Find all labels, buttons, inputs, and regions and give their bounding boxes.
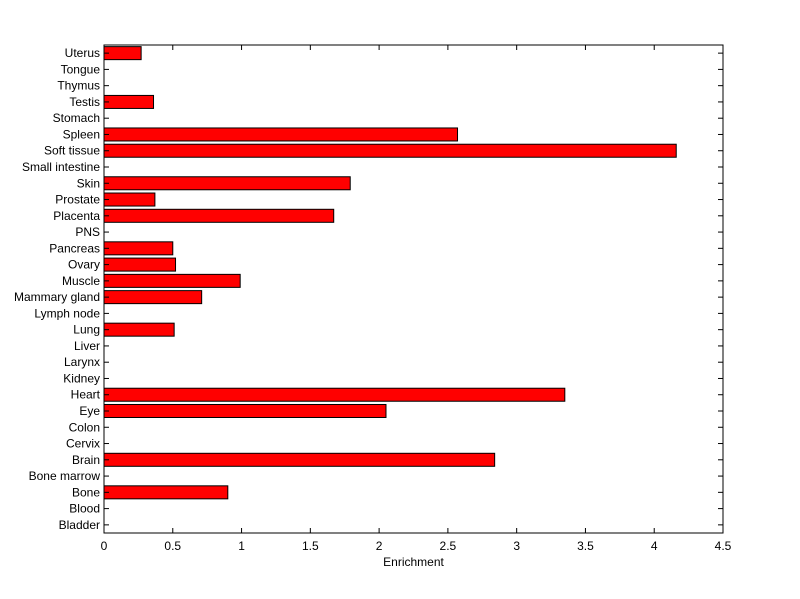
x-tick-label: 2.5 — [440, 539, 457, 553]
x-tick-label: 2 — [376, 539, 383, 553]
bar-soft-tissue — [103, 143, 677, 158]
y-tick-label: Colon — [69, 420, 100, 434]
x-tick-label: 0.5 — [164, 539, 181, 553]
y-tick-label: Larynx — [64, 355, 100, 369]
y-tick-label: PNS — [75, 225, 100, 239]
y-tick-label: Uterus — [65, 46, 100, 60]
y-tick-label: Skin — [77, 176, 100, 190]
bar-brain — [103, 452, 496, 467]
bar-eye — [103, 403, 387, 419]
y-axis-ticks: Bladder Blood Bone Bone marrow Brain Cervix Co… — [14, 46, 723, 532]
bar-heart — [103, 387, 566, 402]
x-axis-label: Enrichment — [383, 555, 444, 569]
x-tick-label: 0 — [101, 539, 108, 553]
y-tick-label: Testis — [69, 95, 100, 109]
bar-uterus — [103, 46, 142, 61]
y-tick-label: Bone — [72, 485, 100, 499]
y-tick-label: Ovary — [68, 258, 100, 272]
bar-prostate — [103, 192, 156, 207]
y-tick-label: Small intestine — [22, 160, 100, 174]
y-tick-label: Spleen — [63, 127, 100, 141]
y-tick-label: Lung — [73, 323, 100, 337]
x-tick-label: 1 — [238, 539, 245, 553]
y-tick-label: Placenta — [53, 209, 100, 223]
bar-spleen — [103, 127, 459, 142]
y-tick-label: Cervix — [66, 437, 100, 451]
y-tick-label: Brain — [72, 453, 100, 467]
y-tick-label: Blood — [69, 502, 100, 516]
bar-mammary-gland — [103, 290, 203, 305]
bar-bone — [103, 485, 229, 500]
y-tick-label: Bone marrow — [29, 469, 101, 483]
x-tick-label: 3.5 — [577, 539, 594, 553]
x-tick-label: 1.5 — [302, 539, 319, 553]
bar-testis — [103, 94, 155, 109]
y-tick-label: Lymph node — [34, 306, 100, 320]
bar-ovary — [103, 257, 177, 272]
y-tick-label: Soft tissue — [44, 144, 100, 158]
bars-group — [103, 46, 677, 500]
bar-muscle — [103, 273, 241, 288]
y-tick-label: Heart — [71, 388, 101, 402]
bar-pancreas — [103, 241, 174, 256]
y-tick-label: Bladder — [59, 518, 100, 532]
x-tick-label: 4.5 — [715, 539, 732, 553]
y-tick-label: Prostate — [55, 193, 100, 207]
y-tick-label: Pancreas — [49, 241, 100, 255]
y-tick-label: Kidney — [63, 371, 100, 385]
bar-lung — [103, 322, 175, 337]
y-tick-label: Thymus — [57, 79, 100, 93]
y-tick-label: Tongue — [61, 62, 101, 76]
y-tick-label: Mammary gland — [14, 290, 100, 304]
y-tick-label: Liver — [74, 339, 100, 353]
x-tick-label: 4 — [651, 539, 658, 553]
bar-skin — [103, 176, 351, 191]
x-tick-label: 3 — [513, 539, 520, 553]
y-tick-label: Eye — [79, 404, 100, 418]
y-tick-label: Stomach — [53, 111, 100, 125]
y-tick-label: Muscle — [62, 274, 100, 288]
plot-frame — [103, 44, 724, 534]
bar-placenta — [103, 208, 335, 223]
